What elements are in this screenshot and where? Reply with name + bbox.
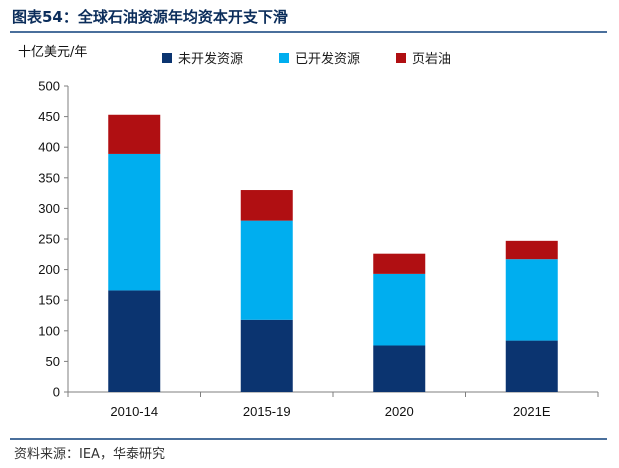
y-tick-label: 500 (38, 79, 60, 94)
legend-swatch-undeveloped (162, 52, 172, 63)
y-tick-label: 0 (53, 385, 60, 400)
y-tick-label: 250 (38, 232, 60, 247)
y-axis-unit-label: 十亿美元/年 (18, 45, 88, 60)
legend-item-developed: 已开发资源 (279, 48, 360, 67)
y-tick-label: 400 (38, 140, 60, 155)
legend-item-shale: 页岩油 (396, 48, 451, 67)
legend-swatch-developed (279, 52, 290, 63)
legend-swatch-shale (396, 52, 407, 63)
y-tick-label: 350 (38, 170, 60, 185)
bar-developed-1 (240, 220, 293, 320)
bottom-divider (10, 438, 607, 440)
x-tick-label: 2020 (385, 404, 414, 419)
chart-legend: 未开发资源 已开发资源 页岩油 (162, 48, 487, 67)
bar-developed-3 (505, 259, 558, 341)
y-tick-label: 50 (46, 354, 60, 369)
bar-shale-2 (373, 253, 426, 274)
figure-label: 图表54： (12, 8, 78, 26)
legend-label-developed: 已开发资源 (295, 52, 361, 67)
bar-shale-1 (240, 190, 293, 221)
figure-title-text: 全球石油资源年均资本开支下滑 (77, 8, 288, 26)
bar-shale-0 (108, 114, 161, 154)
source-note: 资料来源：IEA，华泰研究 (14, 447, 165, 462)
legend-label-undeveloped: 未开发资源 (178, 52, 244, 67)
y-tick-label: 450 (38, 109, 60, 124)
bar-shale-3 (505, 240, 558, 260)
y-tick-label: 150 (38, 293, 60, 308)
x-tick-label: 2021E (513, 404, 551, 419)
figure-title: 图表54：全球石油资源年均资本开支下滑 (12, 6, 288, 27)
bar-undeveloped-0 (108, 290, 161, 392)
bar-undeveloped-2 (373, 345, 426, 392)
x-tick-label: 2015-19 (243, 404, 291, 419)
top-divider (10, 31, 607, 33)
bar-developed-0 (108, 153, 161, 291)
bar-undeveloped-1 (240, 319, 293, 392)
legend-label-shale: 页岩油 (412, 52, 452, 67)
y-tick-label: 200 (38, 262, 60, 277)
bar-undeveloped-3 (505, 340, 558, 392)
bar-developed-2 (373, 273, 426, 346)
y-tick-label: 300 (38, 201, 60, 216)
x-tick-label: 2010-14 (110, 404, 158, 419)
legend-item-undeveloped: 未开发资源 (162, 48, 243, 67)
y-tick-label: 100 (38, 323, 60, 338)
